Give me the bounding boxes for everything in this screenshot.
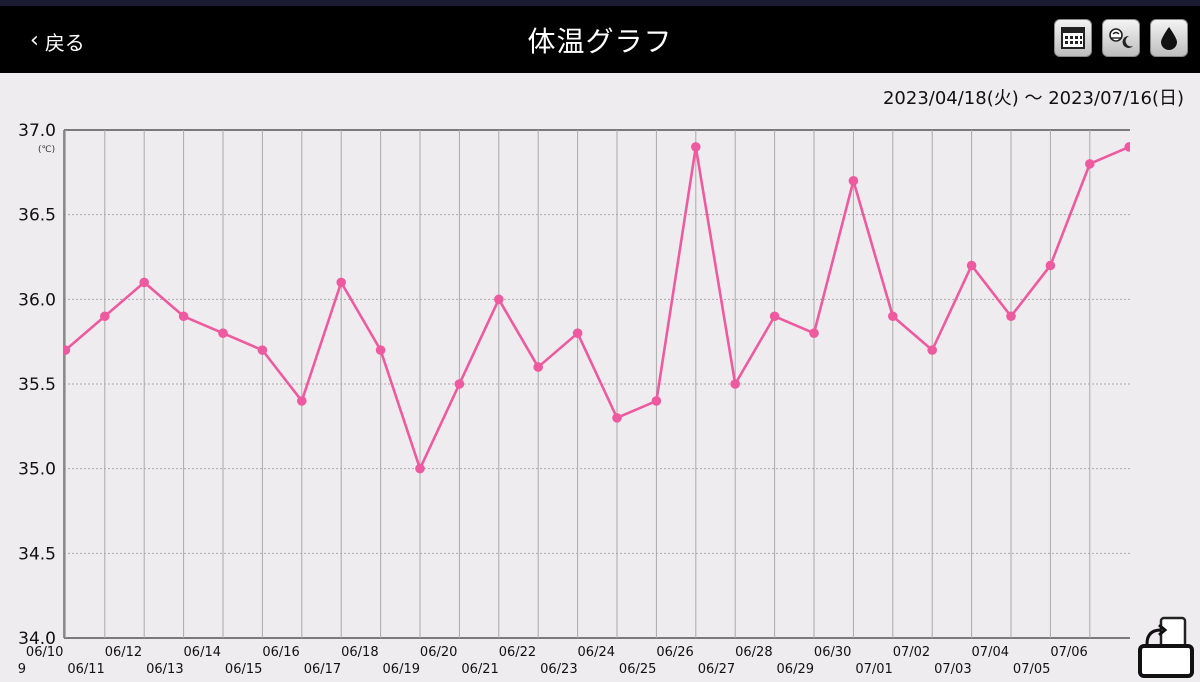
header-bar: ‹ 戻る 体温グラフ <box>0 6 1200 73</box>
data-point <box>415 463 425 474</box>
data-point <box>494 294 504 305</box>
rotate-screen-button[interactable] <box>1137 616 1197 680</box>
y-tick-label: 34.5 <box>18 544 56 564</box>
status-strip <box>0 0 1200 6</box>
series-group <box>21 142 1130 474</box>
x-tick-label: 06/13 <box>146 662 183 677</box>
y-tick-label: 37.0 <box>18 121 56 141</box>
data-point <box>21 362 31 372</box>
x-tick-label: 07/04 <box>972 645 1009 660</box>
data-point <box>888 311 898 322</box>
sleep-icon[interactable] <box>1102 19 1140 57</box>
series-layer <box>21 142 1130 474</box>
x-tick-label: 06/26 <box>656 645 693 660</box>
x-tick-label: 06/21 <box>461 662 498 677</box>
x-tick-label: 06/12 <box>105 645 142 660</box>
x-tick-label: 06/10 <box>26 645 63 660</box>
x-tick-label: 06/27 <box>698 662 735 677</box>
data-point <box>375 345 386 355</box>
y-tick-label: 35.5 <box>18 375 56 395</box>
data-point <box>533 362 543 372</box>
header-icon-group <box>1054 19 1188 57</box>
x-tick-label: 07/06 <box>1050 645 1087 660</box>
x-tick-label: 06/17 <box>304 662 341 677</box>
data-point <box>730 379 740 389</box>
x-tick-label: 07/05 <box>1013 662 1050 677</box>
x-tick-label: 06/19 <box>383 662 420 677</box>
date-range: 2023/04/18(火) 〜 2023/07/16(日) <box>882 88 1184 109</box>
x-tick-label: 06/30 <box>814 645 851 660</box>
data-point <box>1006 311 1016 322</box>
axis-layer: 37.0 36.5 36.0 35.5 35.0 34.5 34.0 (℃) 906/10 06/… <box>18 121 1088 677</box>
data-point <box>1085 159 1095 169</box>
data-point <box>336 277 347 288</box>
x-tick-label: 06/23 <box>540 662 577 677</box>
x-tick-label: 07/01 <box>855 662 892 677</box>
back-label: 戻る <box>44 30 85 55</box>
data-point <box>572 328 583 339</box>
x-tick-label: 06/15 <box>225 662 262 677</box>
x-tick-label: 06/22 <box>499 645 536 660</box>
data-point <box>257 345 268 355</box>
x-tick-label: 07/03 <box>934 662 971 677</box>
x-tick-label: 06/16 <box>262 645 299 660</box>
x-tick-label: 06/24 <box>578 645 615 660</box>
y-tick-label: 34.0 <box>18 629 56 649</box>
data-point <box>218 328 228 339</box>
page-title: 体温グラフ <box>527 25 673 58</box>
x-tick-label: 06/20 <box>420 645 457 660</box>
drop-icon[interactable] <box>1150 19 1188 57</box>
x-tick-label: 06/28 <box>735 645 772 660</box>
x-tick-label: 06/18 <box>341 645 378 660</box>
y-tick-label: 35.0 <box>18 460 56 480</box>
data-point <box>1045 260 1056 271</box>
data-point <box>966 260 977 271</box>
data-point <box>1124 142 1130 152</box>
data-point <box>651 396 662 406</box>
data-point <box>848 176 859 186</box>
x-tick-label: 06/11 <box>67 662 104 677</box>
data-point <box>100 311 110 322</box>
data-point <box>454 379 465 389</box>
data-point <box>178 311 189 322</box>
data-point <box>612 413 622 423</box>
x-tick-label: 9 <box>18 662 26 677</box>
x-tick-label: 06/14 <box>184 645 221 660</box>
data-point <box>297 396 307 406</box>
grid-layer <box>63 129 1130 639</box>
y-unit-label: (℃) <box>38 145 55 155</box>
y-tick-label: 36.5 <box>18 206 56 226</box>
data-point <box>927 345 937 355</box>
x-tick-label: 07/02 <box>893 645 930 660</box>
data-point <box>769 311 780 322</box>
x-tick-label: 06/25 <box>619 662 656 677</box>
data-point <box>691 142 701 152</box>
y-tick-label: 36.0 <box>18 290 56 310</box>
data-point <box>139 277 149 288</box>
data-point <box>64 345 71 355</box>
back-button[interactable]: ‹ 戻る <box>30 26 85 56</box>
chevron-left-icon: ‹ <box>30 28 39 53</box>
data-point <box>809 328 819 339</box>
calendar-icon[interactable] <box>1054 19 1092 57</box>
x-tick-label: 06/29 <box>777 662 814 677</box>
